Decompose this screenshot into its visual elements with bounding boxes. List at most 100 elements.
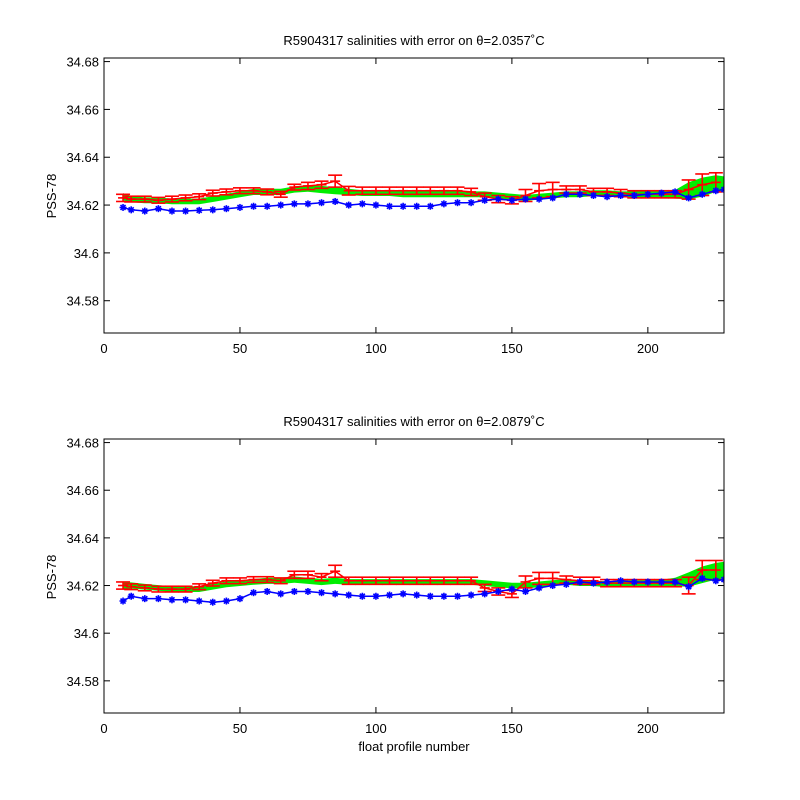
series-2-point bbox=[440, 592, 448, 600]
series-2-point bbox=[467, 199, 475, 207]
series-2-point bbox=[494, 587, 502, 595]
series-2-point bbox=[467, 591, 475, 599]
x-tick-label: 50 bbox=[233, 721, 247, 736]
series-2-point bbox=[209, 598, 217, 606]
series-2-point bbox=[290, 200, 298, 208]
x-tick-label: 0 bbox=[100, 341, 107, 356]
series-2-point bbox=[345, 591, 353, 599]
series-2-point bbox=[399, 202, 407, 210]
y-tick-label: 34.64 bbox=[66, 150, 99, 165]
series-2-point bbox=[277, 590, 285, 598]
series-2-point bbox=[168, 596, 176, 604]
series-2-point bbox=[358, 200, 366, 208]
series-2-point bbox=[195, 206, 203, 214]
x-tick-label: 200 bbox=[637, 721, 659, 736]
series-2-point bbox=[589, 579, 597, 587]
y-tick-label: 34.68 bbox=[66, 55, 99, 70]
series-2-point bbox=[644, 190, 652, 198]
series-2-point bbox=[603, 578, 611, 586]
series-2-point bbox=[535, 584, 543, 592]
series-2-point bbox=[494, 195, 502, 203]
series-2-point bbox=[182, 596, 190, 604]
series-2-point bbox=[331, 197, 339, 205]
series-2-point bbox=[372, 201, 380, 209]
series-2-point bbox=[277, 201, 285, 209]
series-2-point bbox=[290, 587, 298, 595]
axes-frame bbox=[103, 438, 725, 714]
series-2-point bbox=[304, 200, 312, 208]
series-2-line bbox=[122, 188, 724, 212]
y-tick-label: 34.64 bbox=[66, 531, 99, 546]
y-tick-label: 34.62 bbox=[66, 579, 99, 594]
y-tick-label: 34.6 bbox=[74, 626, 99, 641]
series-2-point bbox=[521, 195, 529, 203]
series-2-point bbox=[127, 206, 135, 214]
series-2-point bbox=[304, 587, 312, 595]
series-2-point bbox=[141, 207, 149, 215]
series-2-point bbox=[236, 595, 244, 603]
series-2-point bbox=[222, 597, 230, 605]
series-2-point bbox=[399, 590, 407, 598]
series-2-point bbox=[481, 590, 489, 598]
x-tick-label: 150 bbox=[501, 341, 523, 356]
series-2-point bbox=[712, 577, 720, 585]
series-2-point bbox=[236, 203, 244, 211]
series-2-point bbox=[454, 592, 462, 600]
y-axis-label: PSS-78 bbox=[44, 174, 59, 219]
series-2-point bbox=[562, 190, 570, 198]
series-2-point bbox=[508, 196, 516, 204]
series-2-point bbox=[372, 592, 380, 600]
x-tick-label: 200 bbox=[637, 341, 659, 356]
series-2-point bbox=[521, 587, 529, 595]
series-2-point bbox=[195, 597, 203, 605]
series-2-point bbox=[481, 196, 489, 204]
series-2-point bbox=[358, 592, 366, 600]
series-2-point bbox=[318, 589, 326, 597]
series-2-point bbox=[549, 194, 557, 202]
plot-area-bottom: 0 50 100 150 200 34.58 34.6 34.62 34.64 34.66 34.6… bbox=[66, 436, 725, 736]
series-2-point bbox=[535, 195, 543, 203]
series-2-point bbox=[720, 576, 724, 584]
series-2-point bbox=[141, 595, 149, 603]
series-2-point bbox=[698, 574, 706, 582]
y-tick-label: 34.62 bbox=[66, 198, 99, 213]
series-2-point bbox=[576, 578, 584, 586]
series-2-point bbox=[508, 585, 516, 593]
series-2-point bbox=[345, 201, 353, 209]
series-2-point bbox=[154, 595, 162, 603]
series-0-error-band bbox=[123, 175, 724, 205]
x-tick-label: 100 bbox=[365, 721, 387, 736]
series-2-point bbox=[617, 577, 625, 585]
series-2-point bbox=[119, 597, 127, 605]
series-2-point bbox=[386, 591, 394, 599]
series-2-point bbox=[331, 590, 339, 598]
y-tick-label: 34.58 bbox=[66, 674, 99, 689]
series-2-point bbox=[644, 578, 652, 586]
series-2-point bbox=[440, 200, 448, 208]
series-2-point bbox=[549, 582, 557, 590]
series-2-point bbox=[603, 193, 611, 201]
series-2-point bbox=[263, 202, 271, 210]
series-2-point bbox=[168, 207, 176, 215]
y-tick-label: 34.58 bbox=[66, 294, 99, 309]
series-2-point bbox=[413, 591, 421, 599]
series-layer bbox=[116, 171, 724, 215]
series-2-point bbox=[671, 578, 679, 586]
x-tick-label: 50 bbox=[233, 341, 247, 356]
series-1-line bbox=[122, 180, 716, 202]
plot-area-top: 0 50 100 150 200 34.58 34.6 34.62 34.64 34.66 34.6… bbox=[66, 55, 725, 356]
axes-frame bbox=[103, 57, 725, 334]
series-2-point bbox=[209, 206, 217, 214]
series-2-point bbox=[426, 592, 434, 600]
series-2-point bbox=[386, 202, 394, 210]
series-2-point bbox=[413, 202, 421, 210]
series-2-point bbox=[685, 583, 693, 591]
series-2-point bbox=[576, 190, 584, 198]
x-tick-label: 0 bbox=[100, 721, 107, 736]
series-2-point bbox=[685, 194, 693, 202]
y-tick-label: 34.68 bbox=[66, 436, 99, 451]
chart-title: R5904317 salinities with error on θ=2.03… bbox=[283, 33, 544, 48]
series-2-point bbox=[250, 202, 258, 210]
series-2-point bbox=[671, 188, 679, 196]
